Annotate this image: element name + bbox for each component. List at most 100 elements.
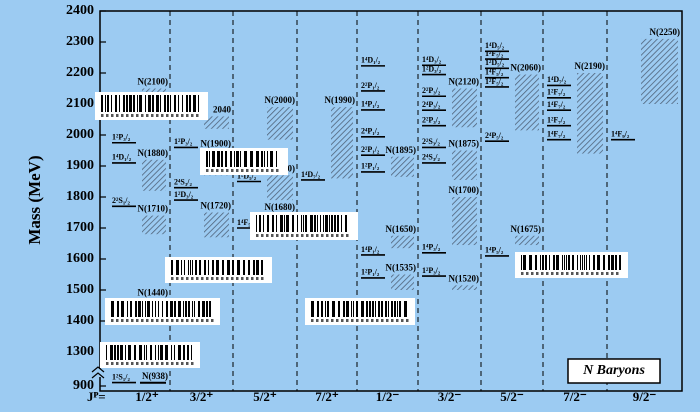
predicted-label: 1⁴F₇/₂: [547, 129, 566, 138]
experimental-band: [204, 116, 229, 129]
barcode-digit: [291, 234, 294, 237]
barcode-bar: [188, 260, 189, 275]
barcode-bar: [194, 301, 195, 317]
barcode-bar: [160, 95, 161, 112]
experimental-label: N(2100): [138, 77, 169, 87]
barcode-digit: [296, 234, 299, 237]
barcode-bar: [190, 260, 191, 275]
barcode-digit: [336, 234, 339, 237]
experimental-label: N(1680): [265, 202, 296, 212]
barcode-bar: [148, 95, 151, 112]
barcode-bar: [183, 345, 185, 360]
barcode-bar: [317, 301, 319, 317]
barcode-digit: [161, 319, 164, 322]
barcode-digit: [391, 319, 394, 322]
barcode-digit: [276, 169, 279, 172]
barcode-digit: [311, 319, 314, 322]
predicted-label: 1⁴D₁/₂: [361, 56, 381, 65]
predicted-label: 1²D₅/₂: [237, 171, 257, 180]
experimental-band: [515, 74, 539, 131]
barcode-bar: [199, 260, 201, 275]
barcode-bar: [325, 215, 328, 232]
barcode-bar: [535, 255, 537, 270]
barcode-bar: [152, 95, 154, 112]
barcode-digit: [356, 319, 359, 322]
barcode-bar: [134, 345, 136, 360]
barcode-bar: [345, 215, 347, 232]
barcode-bar: [216, 260, 219, 275]
plot-frame: [99, 10, 683, 392]
experimental-label: N(1650): [386, 224, 417, 234]
barcode-bar: [142, 301, 143, 317]
barcode-digit: [546, 272, 549, 275]
barcode-bar: [185, 301, 187, 317]
barcode-bar: [276, 215, 277, 232]
barcode-digit: [556, 272, 559, 275]
experimental-label: N(2190): [575, 61, 606, 71]
barcode-bar: [192, 301, 193, 317]
barcode-bar: [586, 255, 587, 270]
barcode-bar: [178, 345, 181, 360]
predicted-label: 1⁴D₃/₂: [422, 55, 442, 64]
barcode-bar: [397, 301, 398, 317]
barcode-bar: [138, 301, 141, 317]
barcode-bar: [593, 255, 595, 270]
barcode-digit: [211, 319, 214, 322]
barcode-digit: [256, 277, 259, 280]
barcode-bar: [178, 301, 181, 317]
y-tick-label: 1300: [66, 344, 94, 359]
barcode-digit: [286, 234, 289, 237]
barcode-digit: [301, 234, 304, 237]
barcode-digit: [381, 319, 384, 322]
barcode-digit: [121, 319, 124, 322]
barcode-bar: [256, 151, 259, 167]
barcode-digit: [596, 272, 599, 275]
barcode-bar: [297, 215, 298, 232]
barcode-bar: [372, 301, 374, 317]
barcode-bar: [562, 255, 563, 270]
barcode-bar: [301, 215, 302, 232]
barcode-bar: [111, 95, 112, 112]
barcode-bar: [107, 95, 109, 112]
barcode-digit: [196, 114, 199, 117]
experimental-label: N(1720): [201, 201, 232, 211]
predicted-label: 1⁴F₉/₂: [611, 129, 630, 138]
barcode-digit: [126, 114, 129, 117]
barcode-digit: [216, 169, 219, 172]
barcode-bar: [572, 255, 574, 270]
barcode-bar: [125, 345, 126, 360]
barcode-bar: [174, 345, 175, 360]
experimental-band: [515, 235, 539, 246]
barcode-bar: [170, 95, 171, 112]
predicted-label: 1²F₇/₂: [547, 88, 566, 97]
barcode-digit: [211, 169, 214, 172]
barcode-bar: [221, 151, 223, 167]
experimental-band: [391, 274, 414, 290]
barcode-bar: [611, 255, 614, 270]
barcode-digit: [126, 319, 129, 322]
x-tick-label: 3/2⁻: [438, 389, 462, 404]
barcode-bar: [166, 301, 168, 317]
barcode-bar: [250, 151, 253, 167]
y-tick-label: 1400: [66, 313, 94, 328]
barcode-bar: [240, 151, 241, 167]
barcode-bar: [303, 215, 304, 232]
barcode-bar: [564, 255, 565, 270]
predicted-label: 1⁴P₃/₂: [422, 243, 441, 252]
barcode-bar: [206, 151, 208, 167]
barcode-bar: [244, 151, 247, 167]
plot-layer: 900 1300 1400 1500 1600 1700 1800 1900 2000 2100 2…: [66, 3, 680, 404]
barcode-bar: [529, 255, 532, 270]
barcode-digit: [566, 272, 569, 275]
barcode-bar: [206, 301, 208, 317]
experimental-band: [577, 73, 603, 154]
barcode-bar: [227, 260, 230, 275]
barcode-bar: [259, 215, 261, 232]
barcode-bar: [556, 255, 559, 270]
legend-title: N Baryons: [582, 363, 645, 378]
y-tick-label: 2400: [66, 3, 94, 18]
experimental-band: [641, 38, 678, 104]
barcode-bar: [222, 260, 224, 275]
barcode-digit: [146, 114, 149, 117]
